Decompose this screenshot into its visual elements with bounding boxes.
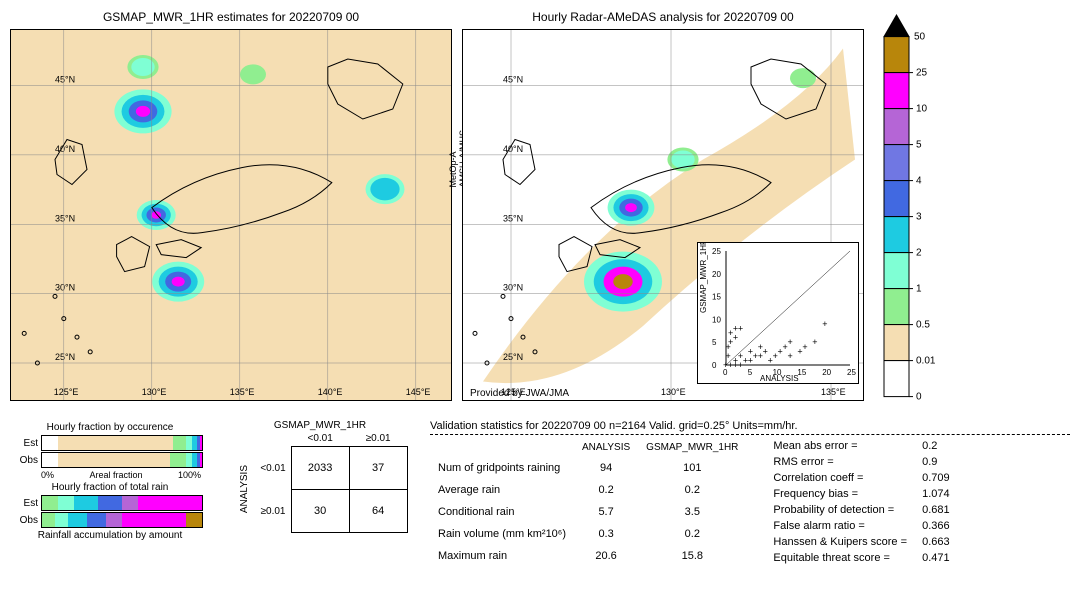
- svg-text:4: 4: [916, 176, 922, 187]
- svg-text:30°N: 30°N: [503, 283, 523, 293]
- est-total-bar: [41, 495, 203, 511]
- svg-text:35°N: 35°N: [55, 213, 75, 223]
- obs-label: Obs: [10, 455, 41, 466]
- val-label: Rain volume (mm km²10⁶): [430, 523, 574, 545]
- svg-text:+: +: [725, 351, 730, 361]
- left-map-panel: GSMAP_MWR_1HR estimates for 20220709 00 …: [10, 10, 452, 404]
- svg-text:25: 25: [847, 368, 856, 377]
- score-label: Frequency bias =: [768, 487, 912, 501]
- attribution-text: Provided by JWA/JMA: [470, 388, 569, 399]
- svg-text:0.5: 0.5: [916, 320, 930, 331]
- svg-text:20: 20: [822, 368, 831, 377]
- maps-row: GSMAP_MWR_1HR estimates for 20220709 00 …: [10, 10, 1070, 410]
- svg-text:GSMAP_MWR_1HR: GSMAP_MWR_1HR: [699, 242, 708, 313]
- svg-text:135°E: 135°E: [821, 387, 846, 397]
- svg-text:35°N: 35°N: [503, 213, 523, 223]
- val-label: Conditional rain: [430, 501, 574, 523]
- svg-text:40°N: 40°N: [503, 144, 523, 154]
- svg-text:+: +: [738, 324, 743, 334]
- obs-total-bar: [41, 512, 203, 528]
- svg-text:25°N: 25°N: [55, 352, 75, 362]
- svg-text:45°N: 45°N: [503, 75, 523, 85]
- est-occurrence-bar: [41, 435, 203, 451]
- svg-text:+: +: [787, 337, 792, 347]
- val-label: Maximum rain: [430, 545, 574, 567]
- svg-text:45°N: 45°N: [55, 75, 75, 85]
- svg-text:5: 5: [712, 338, 717, 347]
- svg-text:+: +: [812, 337, 817, 347]
- svg-text:+: +: [802, 342, 807, 352]
- left-map-title: GSMAP_MWR_1HR estimates for 20220709 00: [10, 10, 452, 24]
- est-label: Est: [10, 438, 41, 449]
- svg-text:140°E: 140°E: [318, 387, 343, 397]
- svg-text:25: 25: [712, 247, 721, 256]
- svg-text:130°E: 130°E: [661, 387, 686, 397]
- occurrence-title: Hourly fraction by occurence: [10, 422, 210, 433]
- left-map: 25°N 30°N 35°N 40°N 45°N 125°E 130°E 135°E 140°E…: [10, 29, 452, 401]
- right-map-title: Hourly Radar-AMeDAS analysis for 2022070…: [462, 10, 864, 24]
- svg-text:+: +: [787, 351, 792, 361]
- svg-text:+: +: [725, 342, 730, 352]
- svg-text:+: +: [733, 324, 738, 334]
- score-label: Hanssen & Kuipers score =: [768, 535, 912, 549]
- accumulation-title: Rainfall accumulation by amount: [10, 530, 210, 541]
- colorbar: 50 25 10 5 4 3 2 1 0.5 0.01 0: [879, 10, 949, 410]
- val-label: Num of gridpoints raining: [430, 458, 574, 480]
- svg-text:25°N: 25°N: [503, 352, 523, 362]
- svg-text:50: 50: [914, 32, 926, 43]
- svg-text:10: 10: [712, 315, 721, 324]
- score-label: RMS error =: [768, 455, 912, 469]
- svg-text:0.01: 0.01: [916, 356, 936, 367]
- score-label: Correlation coeff =: [768, 471, 912, 485]
- validation-table: ANALYSISGSMAP_MWR_1HR Num of gridpoints …: [430, 437, 746, 567]
- svg-text:5: 5: [916, 140, 922, 151]
- svg-text:130°E: 130°E: [142, 387, 167, 397]
- contingency-table: <0.01≥0.01 ANALYSIS <0.01 2033 37 ≥0.01 …: [232, 431, 407, 533]
- contingency-title: GSMAP_MWR_1HR: [230, 420, 410, 431]
- contingency-panel: GSMAP_MWR_1HR <0.01≥0.01 ANALYSIS <0.01 …: [230, 420, 410, 567]
- svg-text:ANALYSIS: ANALYSIS: [760, 374, 799, 383]
- score-label: Mean abs error =: [768, 439, 912, 453]
- svg-text:135°E: 135°E: [230, 387, 255, 397]
- fractions-panel: Hourly fraction by occurence Est Obs 0%A…: [10, 420, 210, 567]
- score-label: Equitable threat score =: [768, 551, 912, 565]
- svg-text:40°N: 40°N: [55, 144, 75, 154]
- obs-occurrence-bar: [41, 452, 203, 468]
- scores-table: Mean abs error = 0.2RMS error = 0.9Corre…: [766, 437, 956, 567]
- svg-text:2: 2: [916, 248, 922, 259]
- svg-text:25: 25: [916, 68, 928, 79]
- svg-text:15: 15: [712, 293, 721, 302]
- svg-text:+: +: [822, 319, 827, 329]
- validation-title: Validation statistics for 20220709 00 n=…: [430, 420, 1070, 432]
- svg-text:0: 0: [712, 361, 717, 370]
- svg-text:15: 15: [797, 368, 806, 377]
- val-label: Average rain: [430, 479, 574, 501]
- right-map-panel: Hourly Radar-AMeDAS analysis for 2022070…: [462, 10, 864, 404]
- svg-text:0: 0: [916, 392, 922, 403]
- total-rain-title: Hourly fraction of total rain: [10, 482, 210, 493]
- svg-text:145°E: 145°E: [406, 387, 431, 397]
- stats-panel: Validation statistics for 20220709 00 n=…: [430, 420, 1070, 567]
- bottom-row: Hourly fraction by occurence Est Obs 0%A…: [10, 420, 1070, 567]
- svg-text:1: 1: [916, 284, 922, 295]
- svg-text:+: +: [733, 333, 738, 343]
- svg-text:5: 5: [748, 368, 753, 377]
- svg-text:125°E: 125°E: [54, 387, 79, 397]
- svg-text:30°N: 30°N: [55, 283, 75, 293]
- svg-text:10: 10: [916, 104, 928, 115]
- scatter-plot: 00551010151520202525++++++++++++++++++++…: [697, 242, 859, 384]
- svg-text:3: 3: [916, 212, 922, 223]
- score-label: Probability of detection =: [768, 503, 912, 517]
- score-label: False alarm ratio =: [768, 519, 912, 533]
- svg-text:20: 20: [712, 270, 721, 279]
